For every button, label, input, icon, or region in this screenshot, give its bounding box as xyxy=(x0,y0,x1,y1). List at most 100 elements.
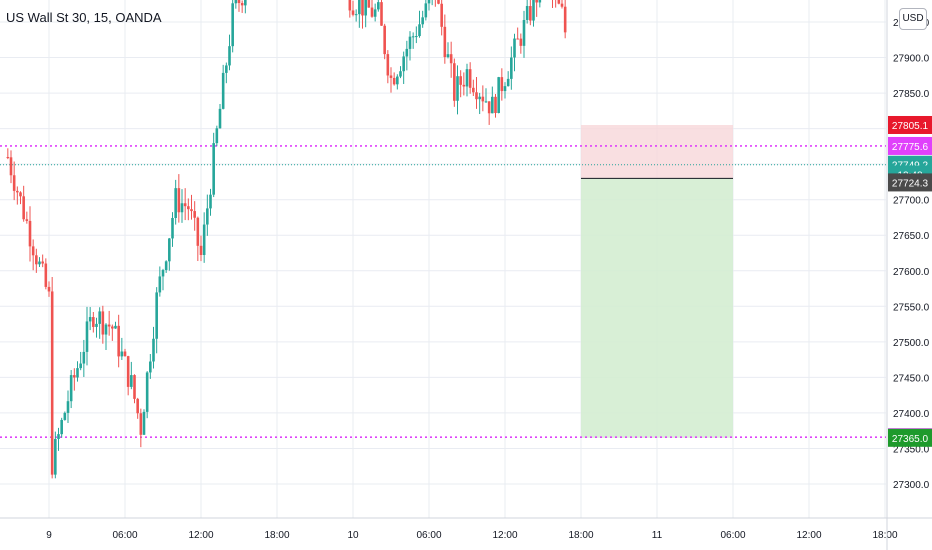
candle-body xyxy=(130,375,133,387)
candle-body xyxy=(465,69,469,87)
chart-grid xyxy=(0,0,886,518)
y-tick-label: 27600.0 xyxy=(893,267,930,278)
candle-body xyxy=(41,261,44,264)
y-tick-label: 27900.0 xyxy=(893,54,930,65)
candle-body xyxy=(367,0,371,8)
candle-body xyxy=(38,261,41,265)
candle-body xyxy=(244,0,247,6)
candle-body xyxy=(456,76,459,101)
price-tag-bg xyxy=(888,115,932,134)
candle-body xyxy=(491,96,494,114)
candle-body xyxy=(164,261,168,271)
candle-body xyxy=(560,3,564,7)
candle-body xyxy=(177,188,181,213)
candle-body xyxy=(472,87,475,93)
x-tick-label: 06:00 xyxy=(720,530,745,541)
candle-body xyxy=(361,0,364,16)
candle-body xyxy=(525,6,529,20)
candle-body xyxy=(133,375,136,399)
candle-body xyxy=(209,194,212,209)
candle-body xyxy=(513,38,516,58)
candle-body xyxy=(101,311,105,335)
candle-body xyxy=(107,324,111,327)
candle-body xyxy=(168,238,171,262)
y-tick-label: 27650.0 xyxy=(893,231,930,242)
candle-body xyxy=(218,108,222,129)
candle-body xyxy=(120,351,124,357)
candle-body xyxy=(25,219,29,221)
currency-button[interactable]: USD xyxy=(899,8,927,30)
candle-body xyxy=(95,323,98,327)
candle-body xyxy=(408,36,412,49)
candle-body xyxy=(231,3,234,47)
candle-body xyxy=(364,0,367,16)
candle-body xyxy=(462,84,466,87)
candle-body xyxy=(47,286,51,292)
x-tick-label: 18:00 xyxy=(264,530,289,541)
candle-body xyxy=(123,351,127,357)
candle-body xyxy=(240,3,244,6)
candle-body xyxy=(503,86,507,92)
price-tag-label: 27365.0 xyxy=(892,434,929,445)
candle-body xyxy=(421,17,424,25)
candle-body xyxy=(415,36,418,38)
price-tag-bg xyxy=(888,173,932,192)
candle-body xyxy=(215,128,219,144)
y-tick-label: 27300.0 xyxy=(893,480,930,491)
candle-body xyxy=(82,351,86,364)
candle-body xyxy=(468,69,472,88)
candle-body xyxy=(519,38,523,46)
candle-body xyxy=(522,19,526,46)
candle-body xyxy=(44,263,48,287)
candle-body xyxy=(152,338,155,362)
candle-body xyxy=(402,56,405,72)
candle-body xyxy=(76,368,79,378)
candle-body xyxy=(206,208,209,225)
y-tick-label: 27550.0 xyxy=(893,302,930,313)
position-zones[interactable] xyxy=(581,124,733,438)
candle-body xyxy=(373,9,377,17)
candle-body xyxy=(50,291,54,475)
price-tag: 27805.1 xyxy=(888,115,932,134)
candle-body xyxy=(73,375,76,378)
price-tag: 27365.0 xyxy=(888,428,932,447)
candle-body xyxy=(487,101,491,114)
candle-body xyxy=(516,38,519,40)
candle-body xyxy=(19,192,22,197)
candle-body xyxy=(453,63,456,101)
candle-body xyxy=(478,96,481,100)
y-tick-label: 27350.0 xyxy=(893,444,930,455)
candle-body xyxy=(9,157,13,176)
candle-body xyxy=(449,54,453,64)
candle-body xyxy=(174,188,177,218)
candle-body xyxy=(506,78,510,87)
price-tag: 27775.6 xyxy=(888,136,932,155)
candle-body xyxy=(351,10,355,15)
price-tags: 27805.127775.627749.213:4827724.327365.8… xyxy=(888,115,932,447)
price-tag-label: 27724.3 xyxy=(892,178,929,189)
candle-body xyxy=(79,363,82,369)
candle-body xyxy=(193,211,196,218)
candle-body xyxy=(139,413,143,435)
candle-body xyxy=(57,434,60,439)
price-tag-bg xyxy=(888,428,932,447)
candle-body xyxy=(161,270,165,277)
candle-body xyxy=(510,57,513,79)
candle-body xyxy=(405,48,409,57)
candle-body xyxy=(54,438,57,475)
candle-body xyxy=(196,217,200,246)
candle-body xyxy=(212,143,215,195)
candle-body xyxy=(22,196,25,220)
candle-body xyxy=(221,72,225,109)
candle-body xyxy=(440,3,443,27)
x-tick-label: 18:00 xyxy=(568,530,593,541)
candle-body xyxy=(228,46,231,66)
candle-body xyxy=(535,0,538,3)
candle-body xyxy=(563,6,567,33)
candle-body xyxy=(199,245,203,255)
candle-body xyxy=(31,246,35,256)
candle-body xyxy=(88,317,92,322)
horizontal-levels[interactable] xyxy=(0,145,886,439)
candle-body xyxy=(532,0,535,21)
